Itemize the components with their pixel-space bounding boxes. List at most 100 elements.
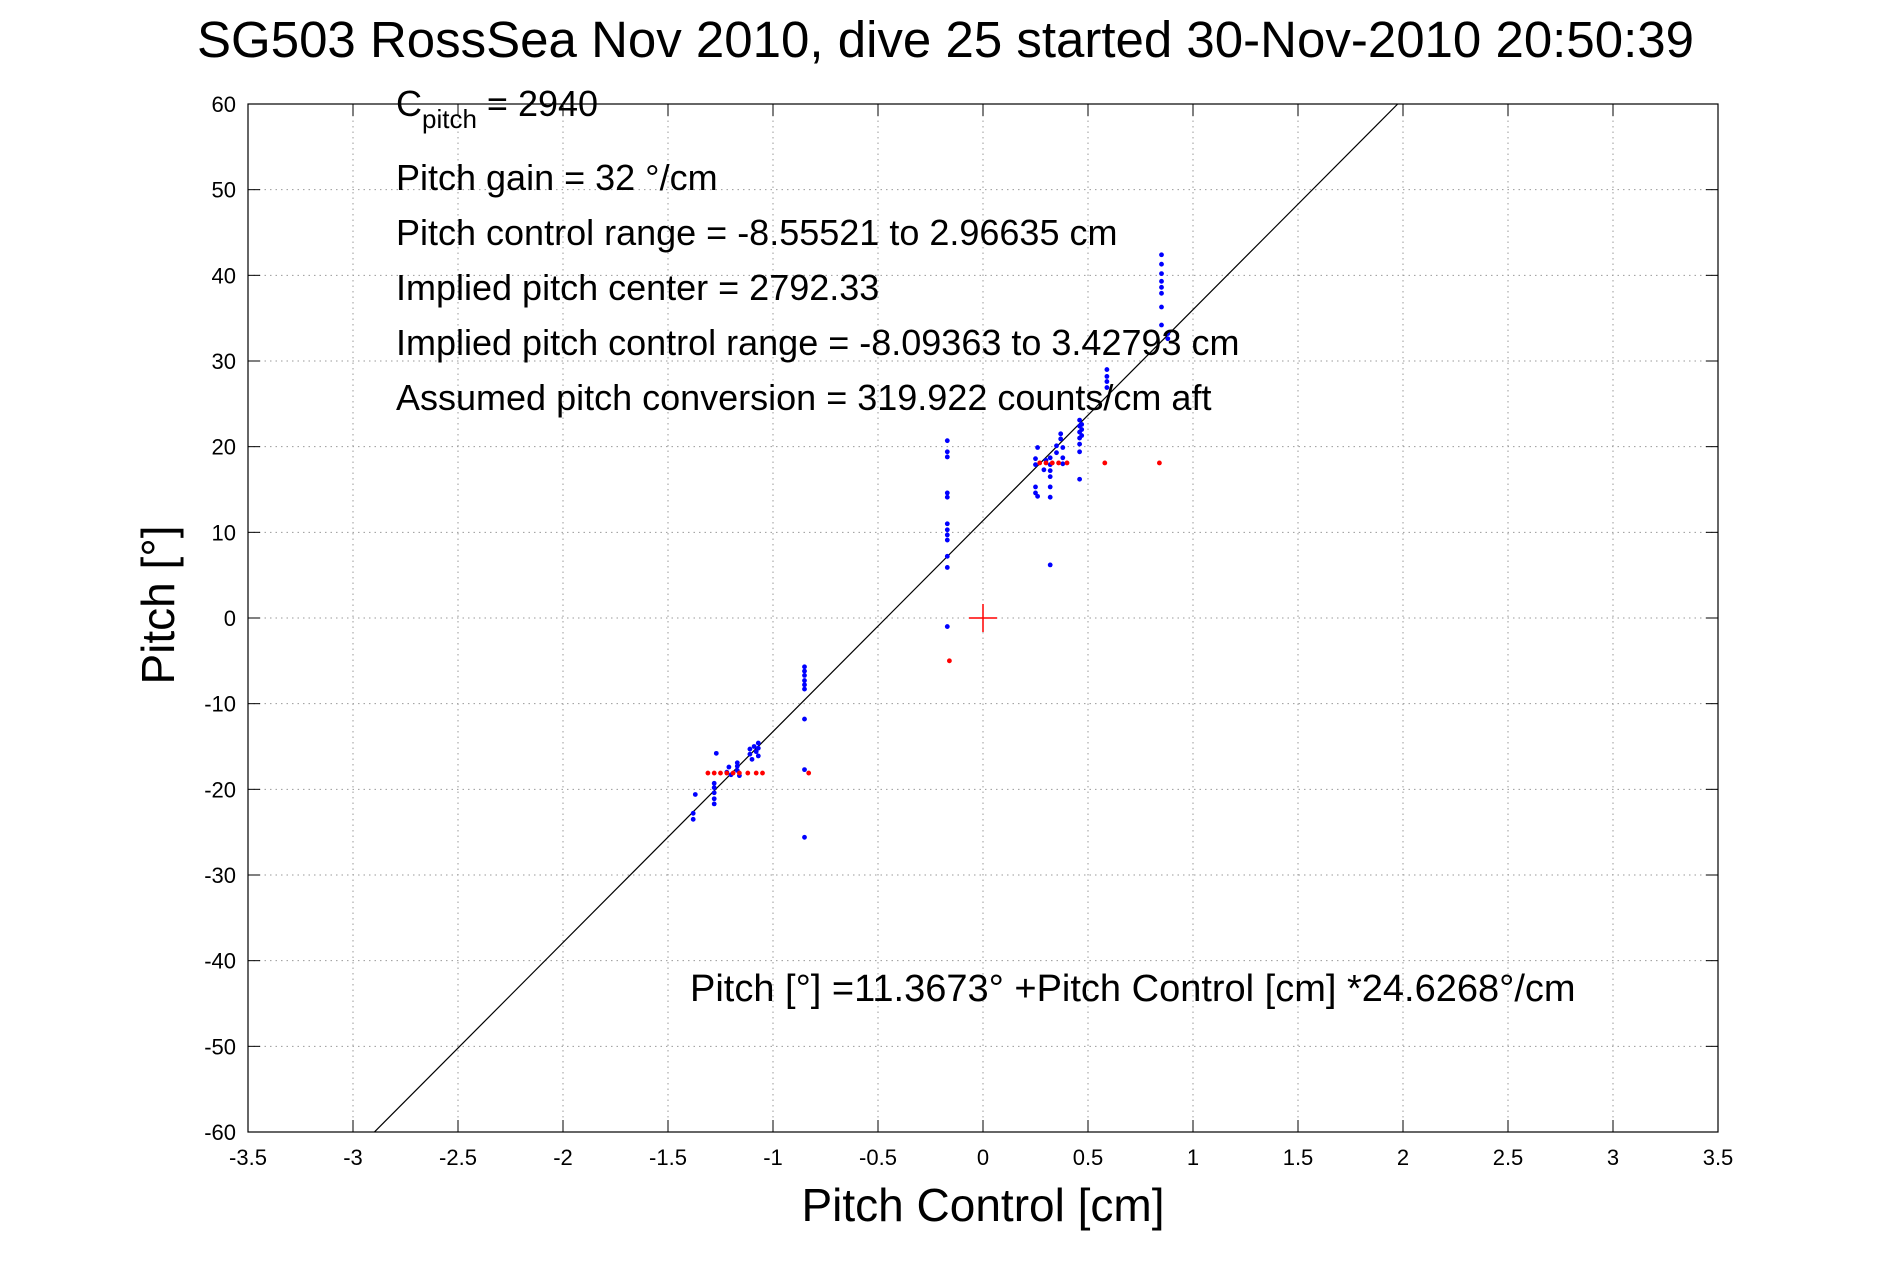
y-tick-label: 40 [212, 263, 236, 288]
pitch-point [1159, 284, 1164, 290]
conversion-annotation: Assumed pitch conversion = 319.922 count… [396, 377, 1212, 418]
pitch-point [1035, 493, 1040, 499]
fit-line [373, 104, 1399, 1132]
c-pitch-base: C [396, 83, 422, 124]
pitch-point [1077, 476, 1082, 482]
pitch-point [1104, 379, 1110, 384]
observed-pitch-point [947, 658, 952, 664]
pitch-point [944, 532, 950, 538]
y-tick-label: 10 [212, 520, 236, 545]
observed-pitch-point [1064, 460, 1070, 466]
pitch-point [1054, 443, 1059, 449]
pitch-point [802, 682, 807, 688]
observed-pitch-point [1157, 460, 1162, 466]
chart-title: SG503 RossSea Nov 2010, dive 25 started … [197, 11, 1694, 68]
pitch-point [1054, 450, 1059, 456]
pitch-point [747, 751, 753, 757]
fit-line-group [373, 104, 1399, 1132]
control-range-annotation: Pitch control range = -8.55521 to 2.9663… [396, 212, 1118, 253]
pitch-point [1058, 436, 1064, 442]
y-tick-label: 60 [212, 92, 236, 117]
pitch-point [1060, 461, 1066, 467]
pitch-point [1165, 331, 1171, 336]
pitch-point [1077, 449, 1082, 455]
pitch-point [1159, 304, 1164, 310]
y-tick-label: -10 [204, 692, 236, 717]
pitch-point [734, 763, 740, 769]
pitch-point [1104, 385, 1110, 390]
pitch-point [713, 750, 719, 756]
pitch-point [1159, 290, 1164, 296]
pitch-point [1047, 455, 1053, 461]
fit-equation: Pitch [°] =11.3673° +Pitch Control [cm] … [690, 968, 1576, 1010]
x-tick-label: 2 [1397, 1145, 1409, 1170]
pitch-point [944, 490, 950, 496]
x-tick-label: -2 [553, 1145, 573, 1170]
pitch-point [802, 686, 807, 692]
pitch-point [1058, 431, 1064, 437]
pitch-point [1079, 421, 1085, 427]
pitch-point [944, 449, 950, 455]
pitch-point [690, 810, 696, 816]
y-tick-label: -40 [204, 949, 236, 974]
pitch-point [1077, 441, 1082, 447]
pitch-point [690, 816, 696, 822]
pitch-point [802, 716, 807, 722]
observed-pitch-point [760, 770, 765, 776]
pitch-point [944, 527, 950, 533]
x-tick-label: 0 [977, 1145, 989, 1170]
x-tick-label: 1 [1187, 1145, 1199, 1170]
pitch-point [1060, 455, 1066, 461]
x-tick-label: -3.5 [229, 1145, 267, 1170]
x-tick-label: -2.5 [439, 1145, 477, 1170]
pitch-point [1159, 252, 1164, 258]
pitch-point [747, 746, 753, 752]
pitch-point [1047, 562, 1053, 568]
pitch-point [711, 790, 717, 796]
pitch-point [755, 753, 761, 759]
y-tick-label: 0 [224, 606, 236, 631]
x-tick-label: 3.5 [1703, 1145, 1734, 1170]
grid [248, 104, 1718, 1132]
observed-pitch-point [711, 770, 717, 776]
pitch-point [692, 792, 698, 797]
observed-pitch-point [1102, 460, 1108, 466]
x-tick-label: 2.5 [1493, 1145, 1524, 1170]
pitch-point [751, 744, 757, 749]
observed-pitch-point [724, 770, 730, 776]
center-marker-group [969, 604, 997, 632]
pitch-point [944, 438, 950, 444]
observed-pitch-point [730, 770, 736, 776]
pitch-point [1047, 494, 1053, 500]
pitch-point [944, 537, 950, 543]
observed-pitch-point [745, 770, 751, 776]
pitch-point [711, 785, 717, 791]
y-tick-label: 50 [212, 178, 236, 203]
pitch-point [944, 521, 950, 527]
x-tick-label: 3 [1607, 1145, 1619, 1170]
pitch-point [944, 624, 950, 629]
y-tick-label: 30 [212, 349, 236, 374]
pitch-point [1159, 278, 1164, 284]
pitch-point [1047, 468, 1053, 474]
observed-pitch-point [737, 770, 742, 776]
x-tick-label: -1 [763, 1145, 783, 1170]
pitch-point [802, 668, 807, 674]
observed-pitch-point [1056, 460, 1061, 466]
pitch-point [1165, 336, 1171, 342]
observed-pitch-point [1049, 460, 1055, 466]
observed-pitch-point [806, 770, 812, 776]
pitch-gain-annotation: Pitch gain = 32 °/cm [396, 157, 718, 198]
c-pitch-annotation: Cpitch = 2940 [396, 83, 598, 133]
pitch-point [944, 454, 950, 460]
x-tick-label: 0.5 [1073, 1145, 1104, 1170]
pitch-point [734, 760, 740, 766]
y-tick-label: -30 [204, 863, 236, 888]
y-tick-label: -60 [204, 1120, 236, 1145]
pitch-point [1033, 490, 1038, 496]
pitch-point [755, 740, 761, 746]
y-axis-label: Pitch [°] [132, 525, 184, 685]
pitch-point [711, 796, 717, 802]
